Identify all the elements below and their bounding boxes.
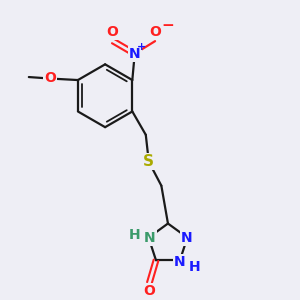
Text: N: N xyxy=(174,255,186,269)
Text: H: H xyxy=(188,260,200,274)
Text: O: O xyxy=(150,25,162,39)
Text: N: N xyxy=(144,231,156,244)
Text: −: − xyxy=(161,18,174,33)
Text: O: O xyxy=(44,71,56,85)
Text: O: O xyxy=(143,284,155,298)
Text: +: + xyxy=(137,42,146,52)
Text: N: N xyxy=(129,47,140,61)
Text: N: N xyxy=(181,231,193,244)
Text: O: O xyxy=(106,25,119,39)
Text: S: S xyxy=(143,154,154,169)
Text: H: H xyxy=(128,228,140,242)
